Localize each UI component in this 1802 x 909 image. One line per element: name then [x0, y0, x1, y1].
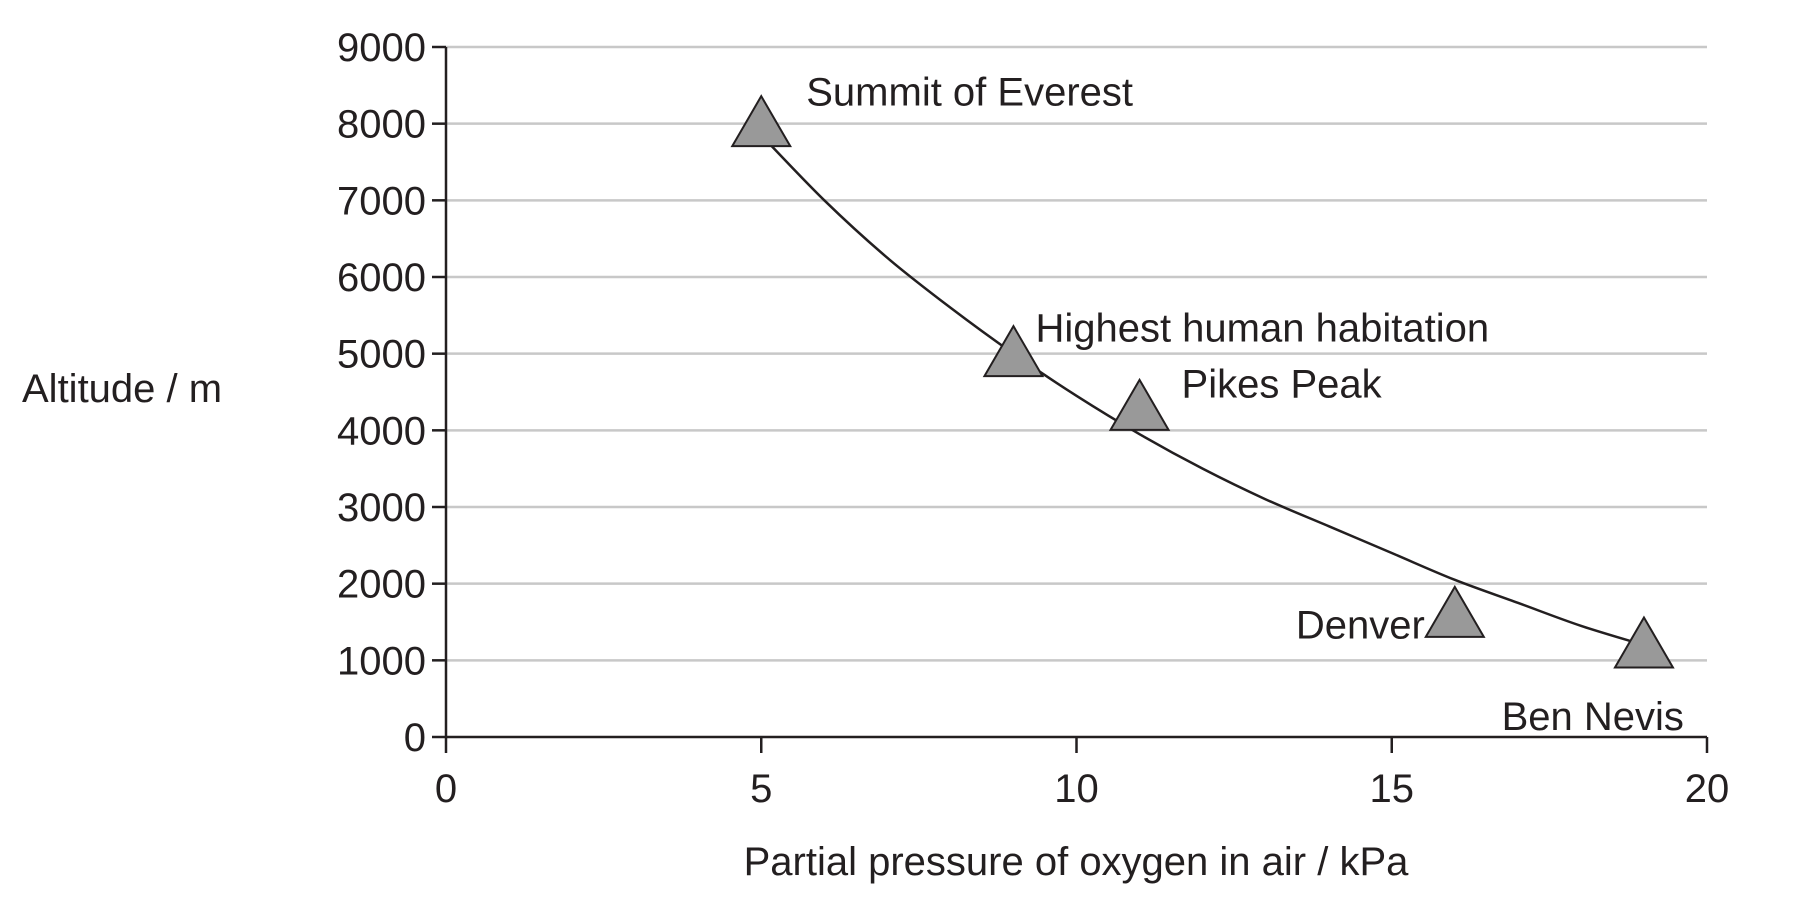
- triangle-marker: [730, 94, 792, 148]
- y-tick-label: 7000: [337, 179, 426, 223]
- x-ticks: 0 5 10 15 20: [435, 737, 1729, 811]
- gridlines: [446, 45, 1707, 662]
- x-tick-label: 10: [1054, 767, 1099, 811]
- trend-curve: [760, 134, 1645, 647]
- data-points: Summit of Everest Highest human habitatio…: [730, 71, 1684, 739]
- x-tick-label: 0: [435, 767, 457, 811]
- triangle-marker: [1613, 615, 1675, 669]
- y-tick-label: 3000: [337, 486, 426, 530]
- point-label: Ben Nevis: [1502, 695, 1684, 739]
- y-tick-label: 6000: [337, 256, 426, 300]
- x-tick-label: 5: [750, 767, 772, 811]
- x-axis-label: Partial pressure of oxygen in air / kPa: [744, 840, 1410, 884]
- y-tick-label: 0: [404, 716, 426, 760]
- y-tick-label: 5000: [337, 333, 426, 377]
- triangle-marker: [1424, 584, 1486, 638]
- point-label: Summit of Everest: [806, 71, 1133, 115]
- triangle-marker: [982, 324, 1045, 378]
- y-tick-label: 2000: [337, 563, 426, 607]
- y-tick-label: 4000: [337, 409, 426, 453]
- point-label: Pikes Peak: [1182, 362, 1383, 406]
- y-tick-label: 8000: [337, 103, 426, 147]
- axes: [444, 47, 1707, 739]
- point-label: Highest human habitation: [1035, 307, 1489, 351]
- x-tick-label: 20: [1685, 767, 1730, 811]
- y-tick-label: 1000: [337, 639, 426, 683]
- y-axis-label: Altitude / m: [22, 367, 222, 411]
- y-tick-label: 9000: [337, 26, 426, 70]
- point-label: Denver: [1296, 603, 1425, 647]
- x-tick-label: 15: [1370, 767, 1415, 811]
- y-ticks: 0 1000 2000 3000 4000 5000 6000 7000 8000 9000: [337, 26, 446, 760]
- triangle-marker: [1108, 377, 1171, 431]
